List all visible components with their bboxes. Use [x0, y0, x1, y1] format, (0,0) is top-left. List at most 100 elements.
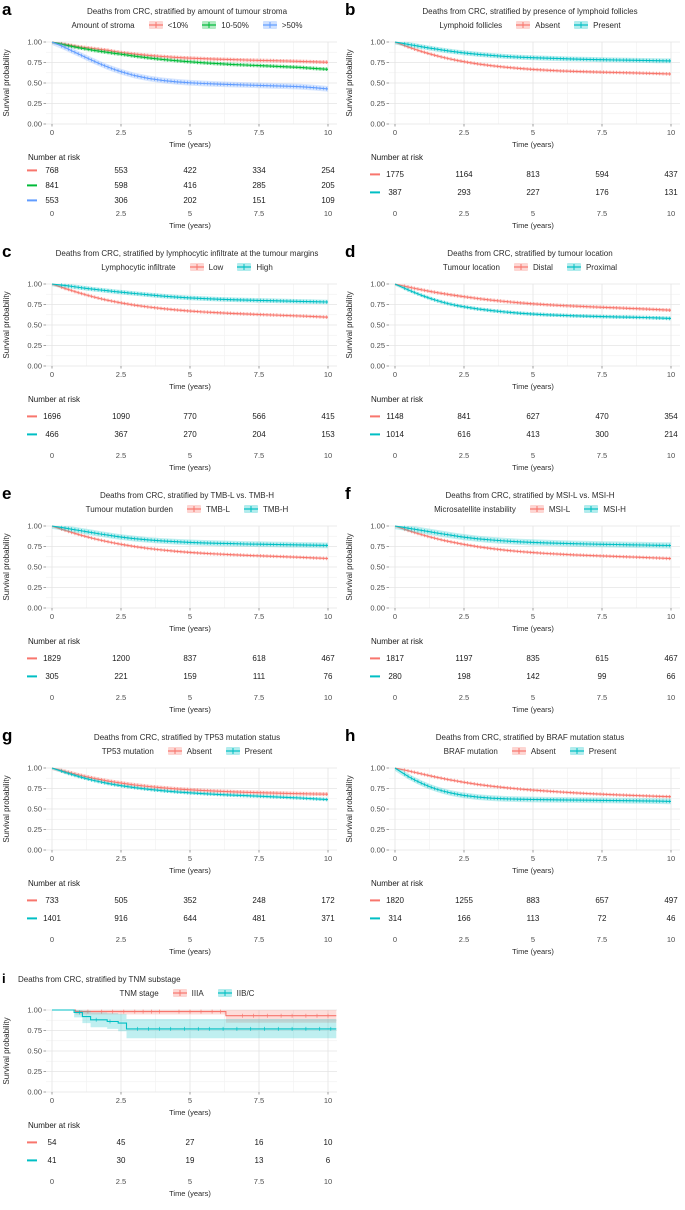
legend-item: Proximal	[566, 262, 617, 272]
ci-ribbon	[395, 42, 671, 64]
risk-count: 733	[45, 896, 59, 905]
legend-label: Lymphoid follicles	[439, 20, 503, 30]
risk-count: 16	[255, 1138, 264, 1147]
risk-count: 616	[457, 430, 471, 439]
x-tick-label: 2.5	[116, 693, 126, 702]
y-tick-label: 0.00	[27, 362, 42, 371]
censor-ticks	[61, 42, 327, 71]
panel-title: Deaths from CRC, stratified by presence …	[422, 7, 638, 16]
legend-item: Present	[573, 20, 621, 30]
risk-count: 1200	[112, 654, 130, 663]
risk-count: 41	[48, 1156, 57, 1165]
number-at-risk-label: Number at risk	[371, 153, 424, 162]
x-axis-label: Time (years)	[512, 947, 554, 956]
risk-count: 280	[388, 672, 402, 681]
legend-key-icon	[243, 505, 258, 513]
y-tick-label: 0.25	[27, 1067, 42, 1076]
censor-ticks	[61, 769, 327, 802]
x-axis-label: Time (years)	[169, 382, 211, 391]
x-tick-label: 5	[188, 1177, 192, 1186]
x-tick-label: 0	[50, 1096, 54, 1105]
y-tick-label: 0.50	[27, 563, 42, 572]
risk-count: 768	[45, 166, 59, 175]
risk-count: 466	[45, 430, 59, 439]
risk-count: 615	[595, 654, 609, 663]
y-tick-label: 0.50	[370, 79, 385, 88]
risk-count: 413	[526, 430, 540, 439]
x-axis-label: Time (years)	[512, 140, 554, 149]
panel-letter: a	[2, 0, 12, 19]
y-tick-label: 1.00	[27, 280, 42, 289]
risk-count: 45	[117, 1138, 126, 1147]
risk-count: 553	[114, 166, 128, 175]
legend-item: Present	[225, 746, 273, 756]
x-tick-label: 5	[531, 693, 535, 702]
x-tick-label: 7.5	[597, 693, 607, 702]
panel-i-chart: 1.00 0.75 0.50 0.25 0.00 Survival probability…	[2, 1006, 337, 1198]
y-tick-label: 1.00	[27, 38, 42, 47]
censor-ticks	[404, 772, 670, 804]
legend-key-icon	[513, 263, 528, 271]
legend-item: MSI-H	[583, 504, 626, 514]
x-tick-label: 7.5	[597, 935, 607, 944]
x-tick-label: 10	[324, 854, 332, 863]
risk-count: 30	[117, 1156, 126, 1165]
risk-count: 176	[595, 188, 609, 197]
y-axis-label: Survival probability	[345, 291, 354, 358]
panel-a-chart: 1.00 0.75 0.50 0.25 0.00 Survival probability…	[2, 38, 337, 230]
risk-count: 151	[252, 196, 266, 205]
risk-count: 1090	[112, 412, 130, 421]
legend-key-icon	[202, 21, 217, 29]
y-tick-label: 1.00	[27, 522, 42, 531]
y-tick-label: 0.00	[27, 846, 42, 855]
legend-item-label: TMB-H	[262, 504, 289, 514]
x-tick-label: 2.5	[116, 451, 126, 460]
x-axis-label: Time (years)	[512, 221, 554, 230]
x-axis-label: Time (years)	[169, 866, 211, 875]
risk-count: 916	[114, 914, 128, 923]
x-tick-label: 5	[188, 854, 192, 863]
y-tick-label: 0.00	[27, 604, 42, 613]
x-axis-label: Time (years)	[512, 382, 554, 391]
number-at-risk-label: Number at risk	[28, 879, 81, 888]
legend-key-icon	[529, 505, 544, 513]
x-tick-label: 5	[188, 935, 192, 944]
panel-c: c Deaths from CRC, stratified by lymphocy…	[0, 242, 342, 484]
legend-item-label: <10%	[167, 20, 189, 30]
panel-legend: TP53 mutation Absent Present	[40, 746, 334, 756]
panel-letter: e	[2, 484, 12, 503]
legend-item-label: Distal	[532, 262, 553, 272]
legend-key-icon	[516, 21, 531, 29]
legend-item-label: Absent	[186, 746, 212, 756]
legend-item: <10%	[148, 20, 189, 30]
risk-count: 54	[48, 1138, 57, 1147]
y-tick-label: 0.00	[27, 120, 42, 129]
y-tick-label: 0.75	[370, 542, 385, 551]
legend-key-icon	[566, 263, 581, 271]
legend-item: Absent	[511, 746, 556, 756]
x-axis-label: Time (years)	[169, 1108, 211, 1117]
x-tick-label: 2.5	[459, 370, 469, 379]
risk-count: 159	[183, 672, 197, 681]
y-axis-label: Survival probability	[345, 533, 354, 600]
y-tick-label: 1.00	[370, 280, 385, 289]
legend-key-icon	[584, 505, 599, 513]
risk-count: 254	[321, 166, 335, 175]
x-tick-label: 2.5	[116, 1096, 126, 1105]
censor-ticks	[404, 284, 670, 312]
y-tick-label: 0.25	[370, 341, 385, 350]
x-tick-label: 5	[531, 935, 535, 944]
legend-item-label: Present	[244, 746, 273, 756]
y-tick-label: 0.75	[370, 300, 385, 309]
y-tick-label: 0.25	[370, 99, 385, 108]
risk-count: 285	[252, 181, 266, 190]
y-axis-label: Survival probability	[2, 49, 11, 116]
ci-ribbon	[52, 526, 328, 549]
risk-count: 371	[321, 914, 335, 923]
x-tick-label: 10	[324, 451, 332, 460]
panel-title: Deaths from CRC, stratified by TP53 muta…	[93, 733, 281, 742]
y-tick-label: 0.25	[27, 99, 42, 108]
risk-count: 437	[664, 170, 678, 179]
risk-count: 300	[595, 430, 609, 439]
y-tick-label: 0.75	[27, 784, 42, 793]
